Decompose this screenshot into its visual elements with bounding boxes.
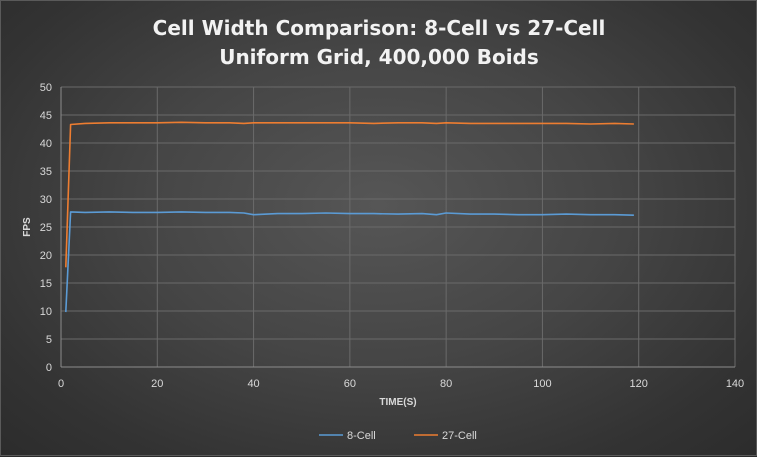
series-lines [65,121,634,313]
y-tick-label: 35 [40,166,52,178]
legend: 8-Cell 27-Cell [319,430,477,442]
y-tick-label: 5 [46,334,52,346]
y-tick-label: 40 [40,138,52,150]
y-tick-label: 15 [40,278,52,290]
chart-subtitle: Uniform Grid, 400,000 Boids [219,45,539,69]
tick-labels: 0 5 10 15 20 25 30 35 40 45 50 0 20 40 60 80 100 120 140 [40,82,744,390]
y-tick-label: 20 [40,250,52,262]
series-line-27-cell [65,121,634,268]
x-tick-label: 120 [630,378,648,390]
y-axis-title: FPS [22,217,33,237]
chart-title: Cell Width Comparison: 8-Cell vs 27-Cell [153,16,606,40]
y-tick-label: 50 [40,82,52,94]
x-tick-label: 60 [344,378,356,390]
x-tick-label: 100 [533,378,551,390]
x-tick-label: 80 [440,378,452,390]
y-tick-label: 0 [46,362,52,374]
legend-label: 27-Cell [442,430,477,442]
y-tick-label: 30 [40,194,52,206]
y-tick-label: 45 [40,110,52,122]
x-tick-label: 40 [247,378,259,390]
legend-label: 8-Cell [347,430,376,442]
x-tick-label: 0 [58,378,64,390]
series-line-8-cell [65,211,634,313]
x-tick-label: 20 [151,378,163,390]
axes [60,87,735,368]
x-tick-label: 140 [726,378,744,390]
gridlines [60,86,736,368]
y-tick-label: 25 [40,222,52,234]
x-axis-title: TIME(S) [379,397,416,408]
y-tick-label: 10 [40,306,52,318]
